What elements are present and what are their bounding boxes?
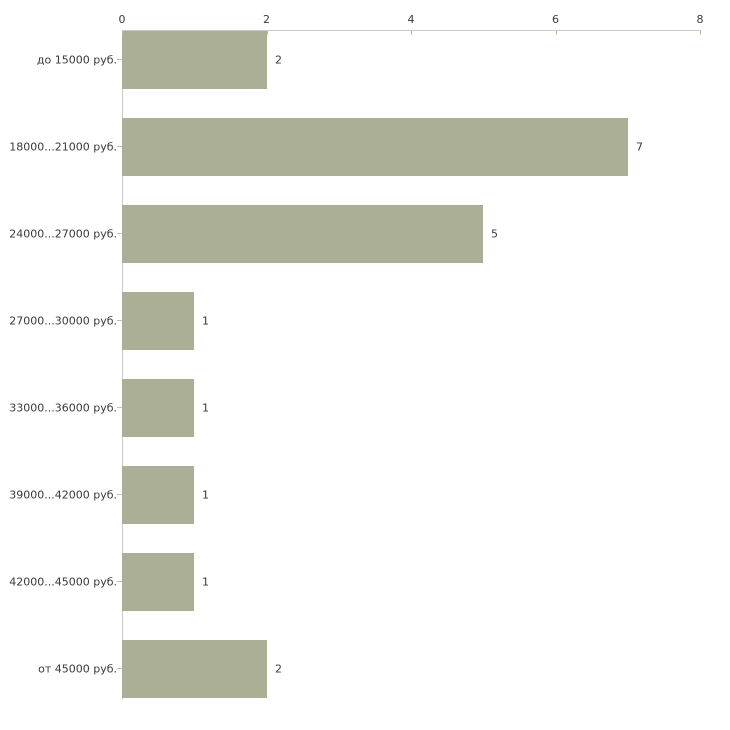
bar-row: 33000...36000 руб. 1 xyxy=(0,379,730,437)
value-label: 5 xyxy=(491,227,498,241)
x-tick-label: 4 xyxy=(407,13,415,26)
category-label: 27000...30000 руб. xyxy=(9,314,117,328)
x-tick-mark xyxy=(700,31,701,35)
bar xyxy=(122,640,267,698)
category-label: 33000...36000 руб. xyxy=(9,401,117,415)
category-label: 24000...27000 руб. xyxy=(9,227,117,241)
x-tick-mark xyxy=(411,31,412,35)
x-tick-label: 2 xyxy=(263,13,270,26)
category-tick xyxy=(117,494,122,495)
bar-row: 24000...27000 руб. 5 xyxy=(0,205,730,263)
bar-row: 18000...21000 руб. 7 xyxy=(0,118,730,176)
bar xyxy=(122,292,194,350)
bar-row: до 15000 руб. 2 xyxy=(0,31,730,89)
bar xyxy=(122,553,194,611)
x-tick-mark xyxy=(555,31,557,35)
category-label: до 15000 руб. xyxy=(36,53,117,67)
category-label: от 45000 руб. xyxy=(38,662,117,676)
bar-row: 39000...42000 руб. 1 xyxy=(0,466,730,524)
category-tick xyxy=(117,146,122,147)
category-tick xyxy=(117,320,122,321)
bar xyxy=(122,118,628,176)
x-tick-label: 8 xyxy=(696,13,704,26)
value-label: 1 xyxy=(202,488,209,502)
category-tick xyxy=(117,581,122,582)
category-tick xyxy=(117,407,122,408)
bar xyxy=(122,205,483,263)
x-tick-mark xyxy=(122,31,123,35)
category-tick xyxy=(117,668,122,669)
value-label: 2 xyxy=(275,662,282,676)
x-axis-line xyxy=(122,30,701,31)
bar-row: от 45000 руб. 2 xyxy=(0,640,730,698)
category-label: 42000...45000 руб. xyxy=(9,575,117,589)
category-label: 18000...21000 руб. xyxy=(9,140,117,154)
bar-row: 42000...45000 руб. 1 xyxy=(0,553,730,611)
y-axis-line xyxy=(122,30,123,699)
value-label: 1 xyxy=(202,314,209,328)
x-tick-mark xyxy=(266,31,268,35)
category-tick xyxy=(117,233,122,234)
value-label: 2 xyxy=(275,53,282,67)
category-tick xyxy=(117,59,122,60)
category-label: 39000...42000 руб. xyxy=(9,488,117,502)
value-label: 1 xyxy=(202,575,209,589)
value-label: 1 xyxy=(202,401,209,415)
x-tick-label: 6 xyxy=(552,13,559,26)
value-label: 7 xyxy=(636,140,643,154)
x-tick-label: 0 xyxy=(118,13,126,26)
bar xyxy=(122,466,194,524)
bar-row: 27000...30000 руб. 1 xyxy=(0,292,730,350)
bar xyxy=(122,379,194,437)
bar xyxy=(122,31,267,89)
